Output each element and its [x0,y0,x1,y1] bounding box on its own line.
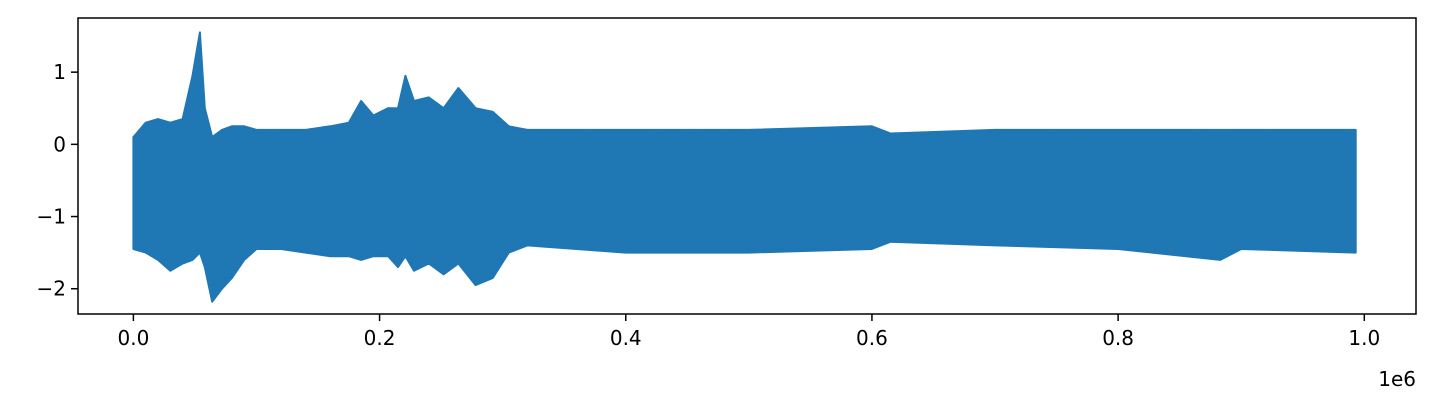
x-tick-label: 0.0 [117,326,149,350]
x-tick-label: 0.8 [1102,326,1134,350]
y-axis: 1 0 −1 −2 [37,60,78,301]
series-layer [132,31,1357,303]
y-tick-label: −1 [37,205,66,229]
y-tick-label: 0 [53,132,66,156]
x-axis: 0.0 0.2 0.4 0.6 0.8 1.0 [117,314,1380,350]
x-tick-label: 0.6 [856,326,888,350]
x-tick-label: 0.2 [364,326,396,350]
x-tick-label: 1.0 [1348,326,1380,350]
series-line [132,37,1357,299]
x-tick-label: 0.4 [610,326,642,350]
axes-frame [77,17,1417,315]
x-axis-offset-label: 1e6 [1378,367,1416,391]
y-tick-label: 1 [53,60,66,84]
plot-area [132,31,1357,303]
y-tick-label: −2 [37,277,66,301]
